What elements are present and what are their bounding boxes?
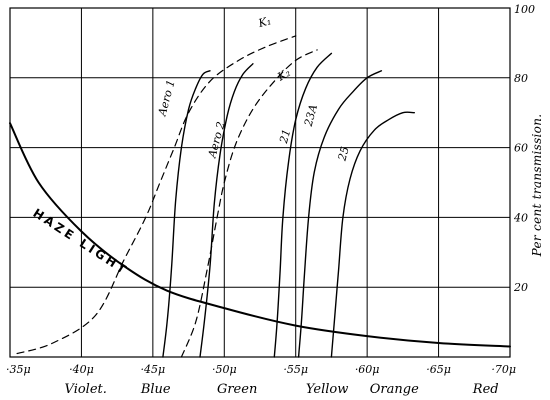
series-line-25 [330, 111, 415, 358]
color-band-label: Green [217, 382, 257, 397]
color-band-label: Orange [370, 382, 419, 397]
y-tick-label: 60 [514, 142, 528, 155]
y-tick-label: 80 [514, 72, 528, 85]
color-band-labels: Violet. Blue Green Yellow Orange Red [65, 382, 499, 397]
series-line-21 [273, 52, 333, 358]
color-band-label: Violet. [65, 382, 107, 397]
curve-label-haze-light: HAZE LIGHT [31, 206, 131, 278]
series-line-aero-2 [199, 63, 254, 358]
y-tick-label: 20 [513, 281, 528, 294]
series-line-haze-light [9, 122, 511, 348]
series-line-aero-1 [162, 70, 211, 358]
y-tick-label: 40 [513, 211, 528, 224]
curve-label-21: 21 [277, 128, 293, 146]
curve-label-k1: K₁ [256, 14, 273, 30]
series-group [9, 35, 511, 358]
x-tick-label: ·45μ [141, 363, 166, 376]
x-tick-label: ·50μ [212, 363, 237, 376]
x-tick-label: ·65μ [426, 363, 451, 376]
curve-label-aero-1: Aero 1 [155, 78, 177, 118]
y-axis-label: Per cent transmission. [530, 114, 544, 258]
x-tick-labels: ·35μ ·40μ ·45μ ·50μ ·55μ ·60μ ·65μ ·70μ [6, 363, 516, 376]
y-tick-label: 100 [514, 3, 535, 16]
series-line-k2 [180, 49, 318, 358]
color-band-label: Red [472, 382, 499, 397]
x-tick-label: ·60μ [355, 363, 380, 376]
x-tick-label: ·55μ [283, 363, 308, 376]
plot-frame [9, 7, 511, 358]
series-line-k1 [16, 35, 297, 355]
curve-label-k2: K₂ [274, 66, 292, 84]
color-band-label: Yellow [306, 382, 348, 397]
x-tick-label: ·70μ [491, 363, 516, 376]
grid [9, 7, 511, 358]
x-tick-label: ·40μ [69, 363, 94, 376]
curve-label-23a: 23A [302, 103, 321, 129]
y-tick-labels: 20 40 60 80 100 [513, 3, 535, 294]
curve-label-25: 25 [335, 145, 351, 163]
x-tick-label: ·35μ [6, 363, 31, 376]
color-band-label: Blue [140, 382, 171, 397]
series-line-23a [297, 70, 383, 358]
